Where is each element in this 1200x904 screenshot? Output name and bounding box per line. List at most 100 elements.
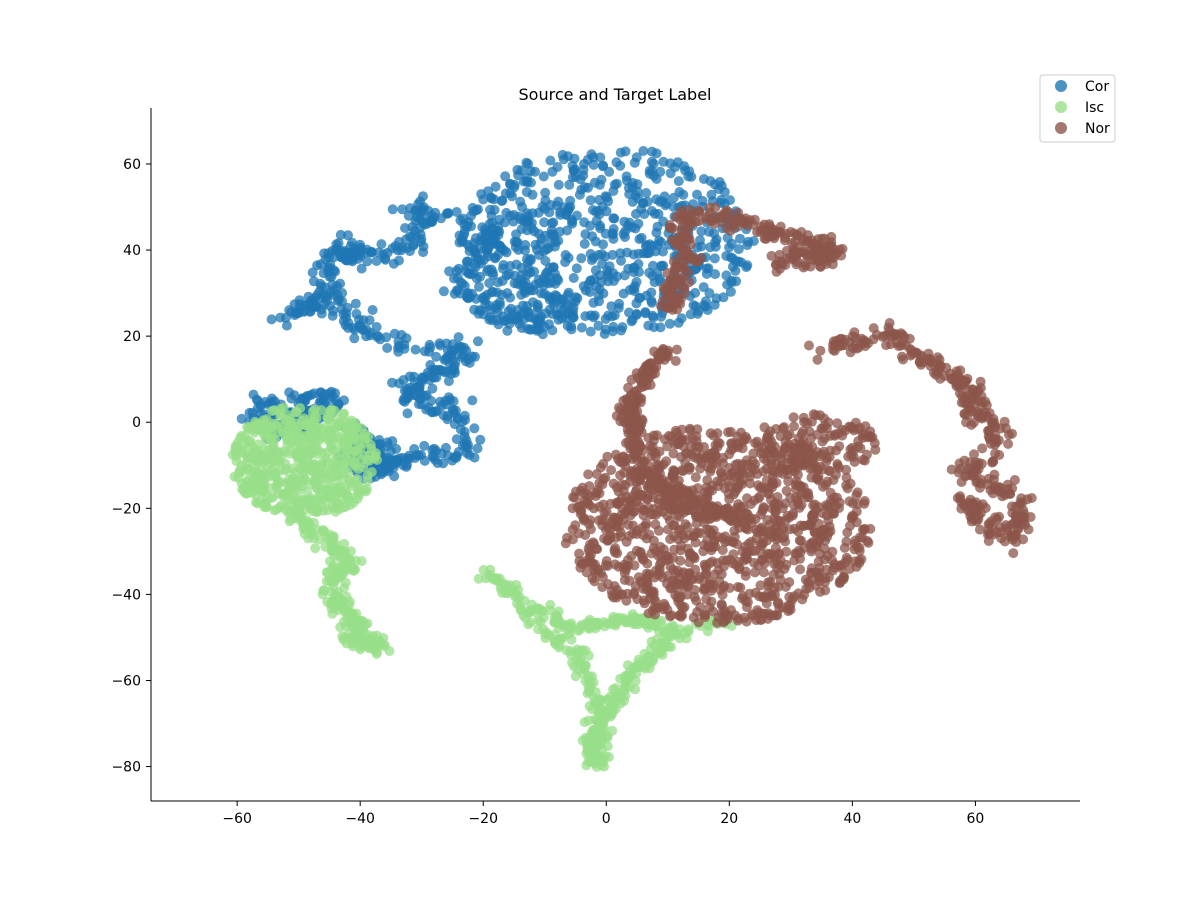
- point-cor: [538, 171, 549, 182]
- point-nor: [585, 515, 596, 526]
- point-nor: [732, 582, 743, 592]
- point-nor: [663, 496, 674, 507]
- point-nor: [986, 438, 996, 449]
- point-nor: [723, 613, 734, 624]
- point-cor: [716, 194, 727, 205]
- point-isc: [242, 422, 253, 432]
- point-nor: [742, 493, 752, 504]
- point-isc: [286, 514, 297, 525]
- point-isc: [315, 490, 326, 501]
- point-cor: [599, 329, 610, 339]
- point-nor: [819, 420, 830, 431]
- point-cor: [526, 177, 536, 188]
- point-nor: [910, 347, 921, 358]
- point-cor: [470, 233, 481, 244]
- point-isc: [295, 403, 306, 414]
- point-nor: [714, 438, 725, 449]
- point-nor: [624, 531, 635, 541]
- point-cor: [500, 217, 510, 228]
- point-cor: [471, 273, 482, 284]
- point-nor: [688, 452, 699, 462]
- point-cor: [546, 229, 557, 240]
- point-isc: [278, 489, 289, 500]
- point-cor: [399, 385, 410, 396]
- point-cor: [547, 166, 558, 177]
- point-isc: [346, 415, 357, 426]
- point-nor: [827, 497, 838, 508]
- point-nor: [788, 508, 799, 519]
- point-cor: [331, 244, 342, 255]
- point-isc: [341, 564, 352, 575]
- point-cor: [473, 308, 484, 319]
- point-cor: [590, 236, 601, 247]
- point-nor: [597, 582, 608, 593]
- point-nor: [737, 459, 748, 470]
- point-cor: [547, 325, 558, 336]
- point-nor: [673, 488, 684, 499]
- point-isc: [289, 467, 300, 478]
- point-cor: [575, 174, 586, 185]
- point-nor: [972, 408, 983, 419]
- point-cor: [533, 207, 544, 218]
- point-nor: [845, 520, 855, 531]
- point-nor: [626, 428, 637, 439]
- point-cor: [411, 450, 422, 461]
- point-cor: [673, 317, 684, 328]
- point-cor: [741, 262, 752, 273]
- point-nor: [772, 492, 783, 502]
- point-nor: [869, 438, 880, 449]
- point-cor: [464, 357, 475, 368]
- point-nor: [781, 546, 792, 557]
- point-nor: [1008, 548, 1019, 559]
- point-nor: [750, 459, 761, 470]
- point-isc: [573, 664, 584, 675]
- point-isc: [339, 538, 350, 549]
- point-cor: [351, 308, 362, 319]
- point-cor: [525, 253, 536, 264]
- point-nor: [635, 502, 646, 513]
- point-isc: [356, 556, 367, 567]
- point-cor: [564, 179, 575, 190]
- point-cor: [472, 443, 483, 454]
- point-nor: [661, 486, 672, 497]
- point-nor: [1001, 423, 1011, 434]
- point-cor: [594, 194, 605, 205]
- point-cor: [382, 343, 393, 353]
- point-cor: [634, 234, 645, 245]
- point-cor: [735, 233, 745, 244]
- point-isc: [575, 621, 586, 632]
- point-cor: [451, 452, 462, 463]
- point-isc: [244, 451, 255, 462]
- point-cor: [430, 454, 440, 465]
- point-cor: [365, 247, 376, 258]
- point-cor: [706, 189, 717, 200]
- point-cor: [655, 273, 665, 284]
- point-isc: [379, 640, 390, 651]
- point-isc: [605, 709, 616, 720]
- point-isc: [630, 684, 641, 695]
- point-nor: [714, 576, 725, 587]
- legend-label-isc: Isc: [1085, 100, 1104, 116]
- point-cor: [493, 230, 504, 240]
- point-cor: [499, 316, 510, 326]
- point-nor: [825, 487, 836, 498]
- point-nor: [669, 278, 680, 289]
- point-nor: [999, 536, 1010, 547]
- point-nor: [620, 564, 631, 575]
- point-nor: [676, 241, 687, 252]
- point-cor: [340, 250, 351, 261]
- point-isc: [310, 543, 321, 554]
- point-nor: [682, 589, 693, 600]
- point-nor: [691, 496, 702, 507]
- point-isc: [288, 482, 299, 493]
- point-cor: [316, 281, 327, 292]
- point-cor: [633, 248, 644, 259]
- point-nor: [661, 456, 672, 467]
- point-nor: [785, 492, 796, 503]
- point-nor: [769, 447, 780, 458]
- point-cor: [580, 229, 591, 240]
- point-cor: [367, 305, 378, 315]
- point-cor: [615, 248, 626, 259]
- point-nor: [984, 425, 995, 436]
- point-cor: [469, 423, 480, 434]
